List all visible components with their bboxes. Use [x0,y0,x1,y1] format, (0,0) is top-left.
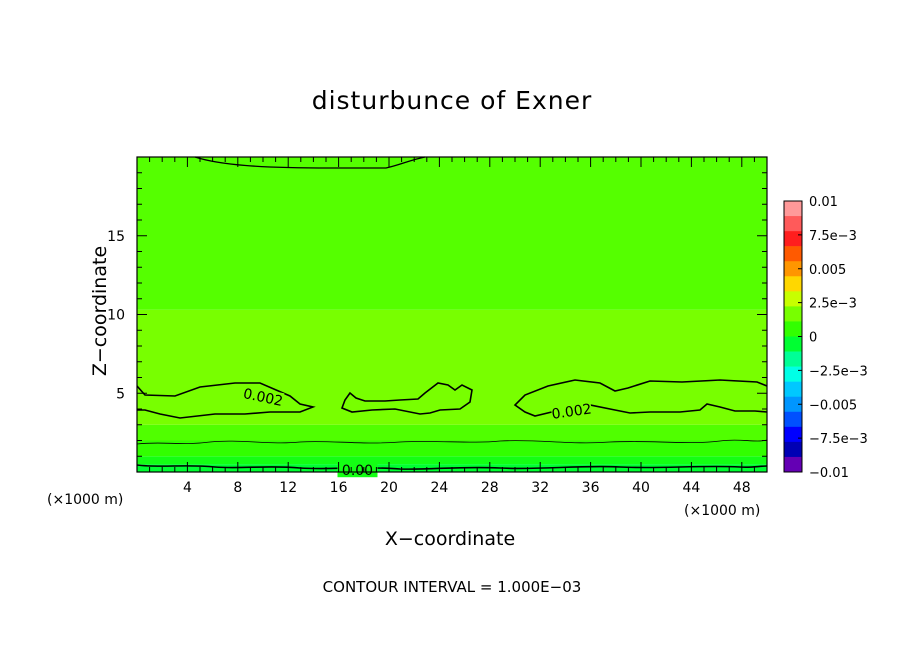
colorbar-swatch-12 [784,381,802,398]
colorbar-swatch-13 [784,396,802,413]
colorbar-label-7: −7.5e−3 [809,432,868,447]
x-tick-label-40: 40 [632,480,650,496]
contour-line-lower [136,439,768,445]
colorbar-swatch-6 [784,291,802,307]
color-band-3 [137,424,767,441]
x-tick-label-4: 4 [183,480,192,496]
colorbar-label-8: −0.01 [809,466,849,481]
x-axis-ticks: 4 8 12 16 20 24 28 32 36 40 44 48 [136,157,768,496]
colorbar-swatch-9 [784,336,802,352]
x-tick-label-16: 16 [330,480,348,496]
x-tick-label-32: 32 [531,480,549,496]
contour-line-top [194,156,426,169]
color-band-5 [137,157,767,310]
colorbar-swatch-2 [784,231,802,247]
colorbar-swatch-0 [784,201,802,217]
y-axis-ticks: 5 10 15 [107,172,767,457]
contour-label-1: 0.002 [551,401,593,422]
x-tick-label-36: 36 [582,480,600,496]
contour-line-0.00 [136,464,768,470]
colorbar-swatch-15 [784,426,802,443]
colorbar-swatch-14 [784,411,802,428]
x-unit-label-right: (×1000 m) [684,503,761,519]
contour-line-0.002-right [513,379,768,417]
color-bands [137,157,767,472]
x-tick-label-48: 48 [733,480,751,496]
x-tick-label-44: 44 [682,480,700,496]
x-axis-label: X−coordinate [384,528,516,550]
colorbar-label-5: −2.5e−3 [809,364,868,379]
x-tick-label-12: 12 [279,480,297,496]
contour-lines [136,156,768,470]
contour-label-2: 0.00 [342,463,373,479]
colorbar-label-2: 0.005 [809,263,846,278]
x-unit-label-left: (×1000 m) [47,492,124,508]
x-tick-label-8: 8 [233,480,242,496]
colorbar-swatch-3 [784,246,802,262]
contour-label-bg-2 [337,462,378,478]
colorbar-label-6: −0.005 [809,398,857,413]
colorbar-swatch-5 [784,276,802,292]
y-tick-label-10: 10 [107,308,125,324]
contour-line-0.002-mid [340,382,473,415]
colorbar-swatch-4 [784,261,802,277]
colorbar-label-0: 0.01 [809,195,838,210]
color-band-4 [137,309,767,425]
contour-label-bg-0 [242,385,285,409]
color-band-1 [137,456,767,465]
colorbar-swatch-17 [784,456,802,473]
chart-title: disturbunce of Exner [311,86,593,115]
x-tick-label-24: 24 [430,480,448,496]
colorbar-label-3: 2.5e−3 [809,297,857,312]
colorbar-label-4: 0 [809,331,817,346]
colorbar-label-1: 7.5e−3 [809,229,857,244]
contour-label-bg-1 [550,400,593,421]
contour-interval-note: CONTOUR INTERVAL = 1.000E−03 [322,578,582,596]
x-tick-label-20: 20 [380,480,398,496]
colorbar-swatch-7 [784,306,802,322]
colorbar-swatch-1 [784,216,802,232]
color-band-2 [137,440,767,457]
colorbar: 0.01 7.5e−3 0.005 2.5e−3 0 −2.5e−3 −0.005 −7.5e… [783,195,868,481]
y-tick-label-5: 5 [116,386,125,402]
colorbar-swatch-16 [784,441,802,458]
colorbar-swatch-10 [784,351,802,367]
x-tick-label-28: 28 [481,480,499,496]
colorbar-swatch-11 [784,366,802,382]
contour-line-0.002-left [136,382,316,419]
colorbar-swatch-8 [784,321,802,337]
y-tick-label-15: 15 [107,229,125,245]
